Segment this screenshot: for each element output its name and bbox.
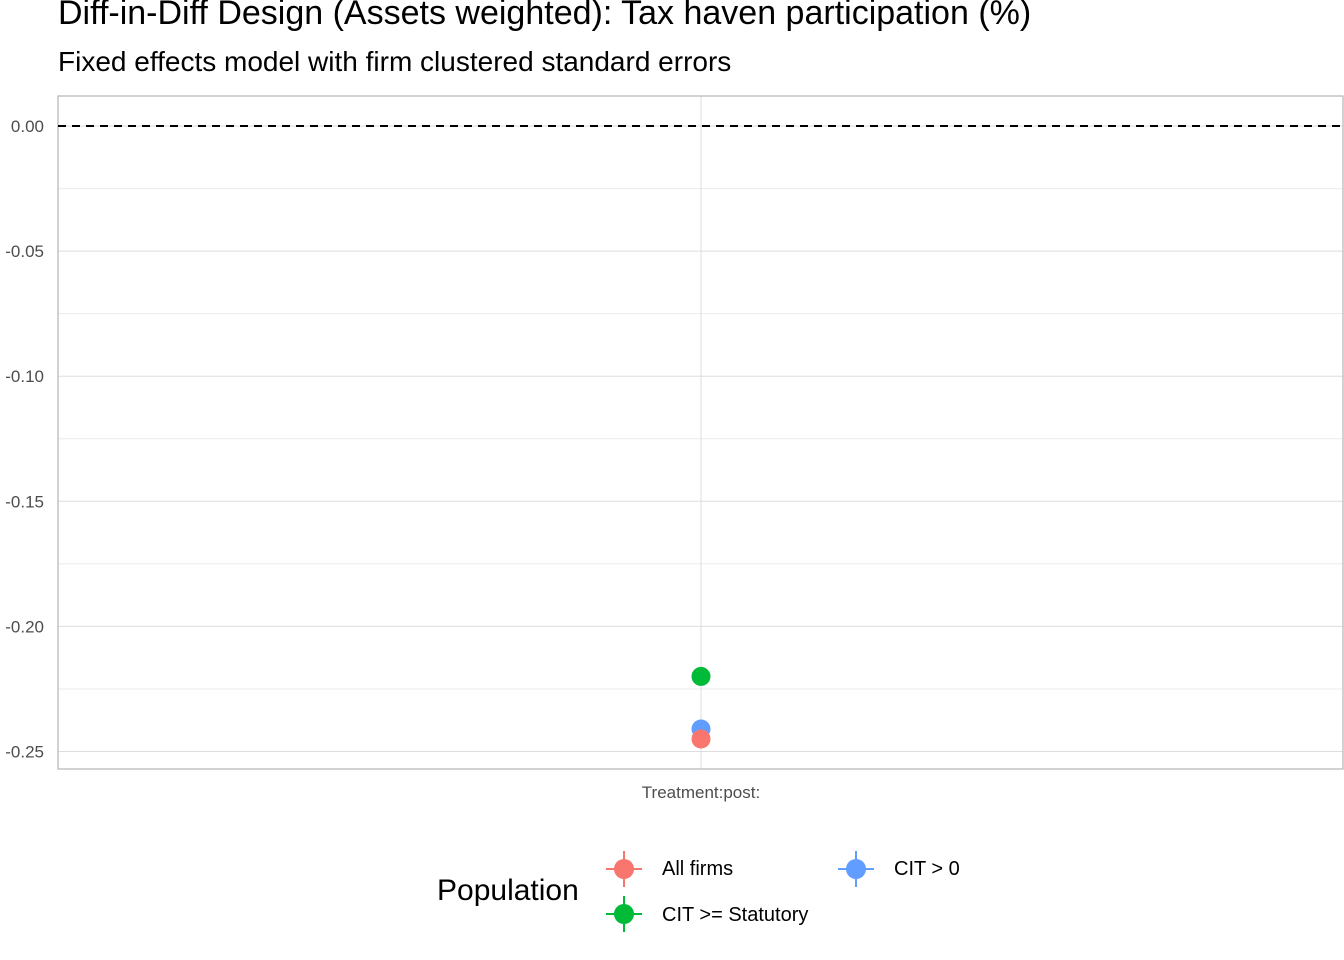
legend-key-all-firms [606,851,642,887]
chart-title: Diff-in-Diff Design (Assets weighted): T… [58,0,1032,32]
legend-key-cit-statutory [606,896,642,932]
legend-key-dot [614,904,634,924]
legend-key-cit-positive [838,851,874,887]
legend-label-cit-statutory: CIT >= Statutory [662,904,809,926]
data-point [691,666,711,686]
legend-label-cit-positive: CIT > 0 [894,858,960,880]
y-tick-label: -0.10 [5,367,44,386]
y-tick-label: -0.05 [5,242,44,261]
y-tick-label: -0.25 [5,742,44,761]
legend-key-dot [846,859,866,879]
y-tick-label: -0.20 [5,617,44,636]
y-tick-label: -0.15 [5,492,44,511]
chart-subtitle: Fixed effects model with firm clustered … [58,46,732,77]
x-tick-label: Treatment:post: [642,783,760,802]
legend-label-all-firms: All firms [662,858,734,880]
legend-title: Population [437,874,579,907]
legend-key-dot [614,859,634,879]
y-tick-label: 0.00 [11,117,44,136]
panel-border [57,95,1344,770]
data-point [691,729,711,749]
